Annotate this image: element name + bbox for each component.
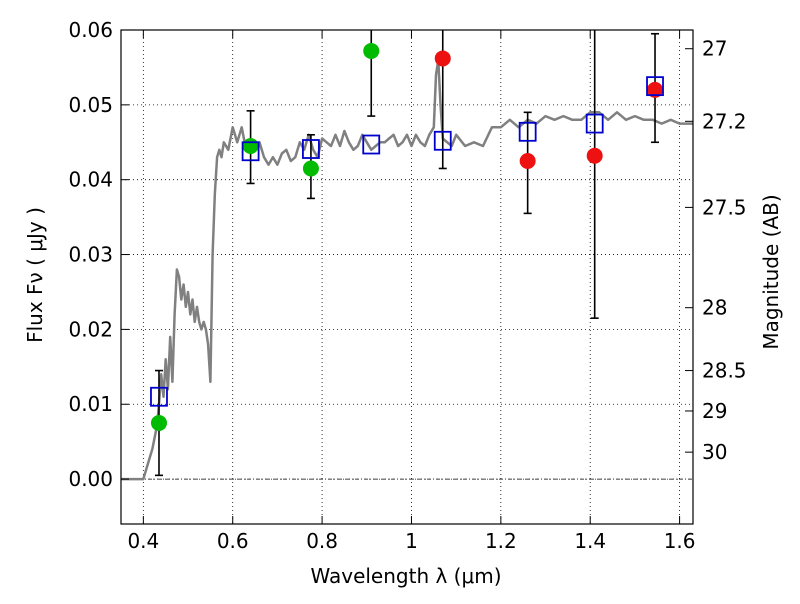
x-tick-label: 1.2 — [485, 529, 517, 553]
model-flux-square — [362, 134, 381, 155]
y-tick-label: 0.01 — [68, 392, 113, 416]
mag-tick-label: 27 — [702, 37, 727, 61]
x-tick-label: 1.4 — [574, 529, 606, 553]
mag-tick-label: 27.2 — [702, 109, 747, 133]
x-tick-label: 0.6 — [217, 529, 249, 553]
red-photometry-point — [586, 147, 603, 164]
model-flux-square — [646, 76, 664, 97]
y2-axis-label: Magnitude (AB) — [759, 194, 783, 349]
y-tick-label: 0.02 — [68, 317, 113, 341]
x-tick-label: 1 — [405, 529, 418, 553]
plot-frame — [120, 29, 694, 525]
green-photometry-point — [302, 160, 319, 177]
y-tick-label: 0.04 — [68, 168, 113, 192]
red-photometry-point — [519, 152, 536, 169]
green-photometry-point — [363, 42, 380, 59]
mag-tick-label: 29 — [702, 399, 727, 423]
model-flux-square — [518, 121, 537, 142]
red-photometry-point — [434, 50, 451, 67]
y-tick-label: 0.06 — [68, 18, 113, 42]
y-tick-label: 0.03 — [68, 243, 113, 267]
mag-tick-label: 27.5 — [702, 195, 747, 219]
y-tick-label: 0.05 — [68, 93, 113, 117]
mag-tick-label: 28.5 — [702, 359, 747, 383]
mag-tick-label: 30 — [702, 440, 727, 464]
x-tick-label: 0.4 — [127, 529, 159, 553]
x-tick-label: 0.8 — [306, 529, 338, 553]
model-flux-square — [241, 141, 260, 162]
grid-lines — [121, 29, 693, 524]
axes: 0.4 0.6 0.8 1 1.2 1.4 1.6 0.00 0.01 0.02 0.03 0.04 0… — [68, 18, 746, 553]
model-spectrum-line — [121, 58, 693, 481]
model-flux-square — [433, 130, 452, 151]
x-tick-label: 1.6 — [664, 529, 696, 553]
y-axis-label: Flux Fν ( μJy ) — [23, 207, 47, 343]
model-flux-square — [585, 113, 604, 134]
mag-tick-label: 28 — [702, 296, 727, 320]
y-tick-label: 0.00 — [68, 467, 113, 491]
model-flux-square — [302, 139, 320, 159]
green-photometry-point — [150, 414, 167, 431]
x-axis-label: Wavelength λ (μm) — [310, 564, 501, 588]
red-photometry-point — [647, 81, 664, 98]
model-flux-square — [150, 386, 168, 407]
green-photometry-point — [242, 138, 259, 155]
plot-area — [121, 30, 693, 481]
